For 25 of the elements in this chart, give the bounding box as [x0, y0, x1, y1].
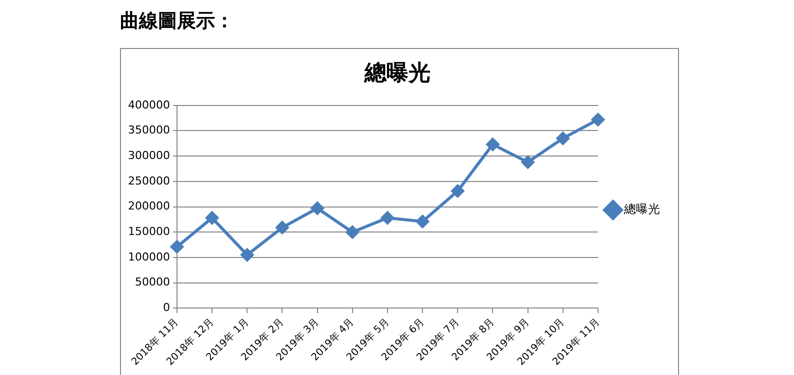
point	[556, 132, 570, 145]
point	[451, 184, 464, 198]
point	[416, 214, 430, 228]
y-tick-label: 400000	[128, 98, 170, 112]
y-tick-label: 250000	[128, 174, 170, 188]
point	[170, 240, 184, 254]
text: 曲線圖展示：	[120, 9, 234, 34]
point	[486, 138, 500, 151]
point	[521, 156, 534, 169]
point	[276, 221, 289, 234]
point	[310, 202, 324, 215]
y-tick-label: 150000	[128, 224, 170, 238]
point	[206, 211, 219, 224]
chart-title: 總曝光	[364, 60, 430, 86]
y-tick-label: 0	[162, 300, 170, 314]
y-tick-label: 50000	[134, 276, 170, 289]
y-tick-label: 100000	[128, 250, 170, 264]
y-tick-label: 300000	[128, 148, 170, 162]
y-tick-label: 350000	[128, 124, 170, 137]
point	[240, 248, 254, 262]
legend-label: 總曝光	[623, 202, 660, 216]
y-tick-label: 200000	[128, 200, 170, 213]
point	[380, 211, 394, 224]
point	[592, 113, 604, 126]
point	[346, 226, 359, 239]
